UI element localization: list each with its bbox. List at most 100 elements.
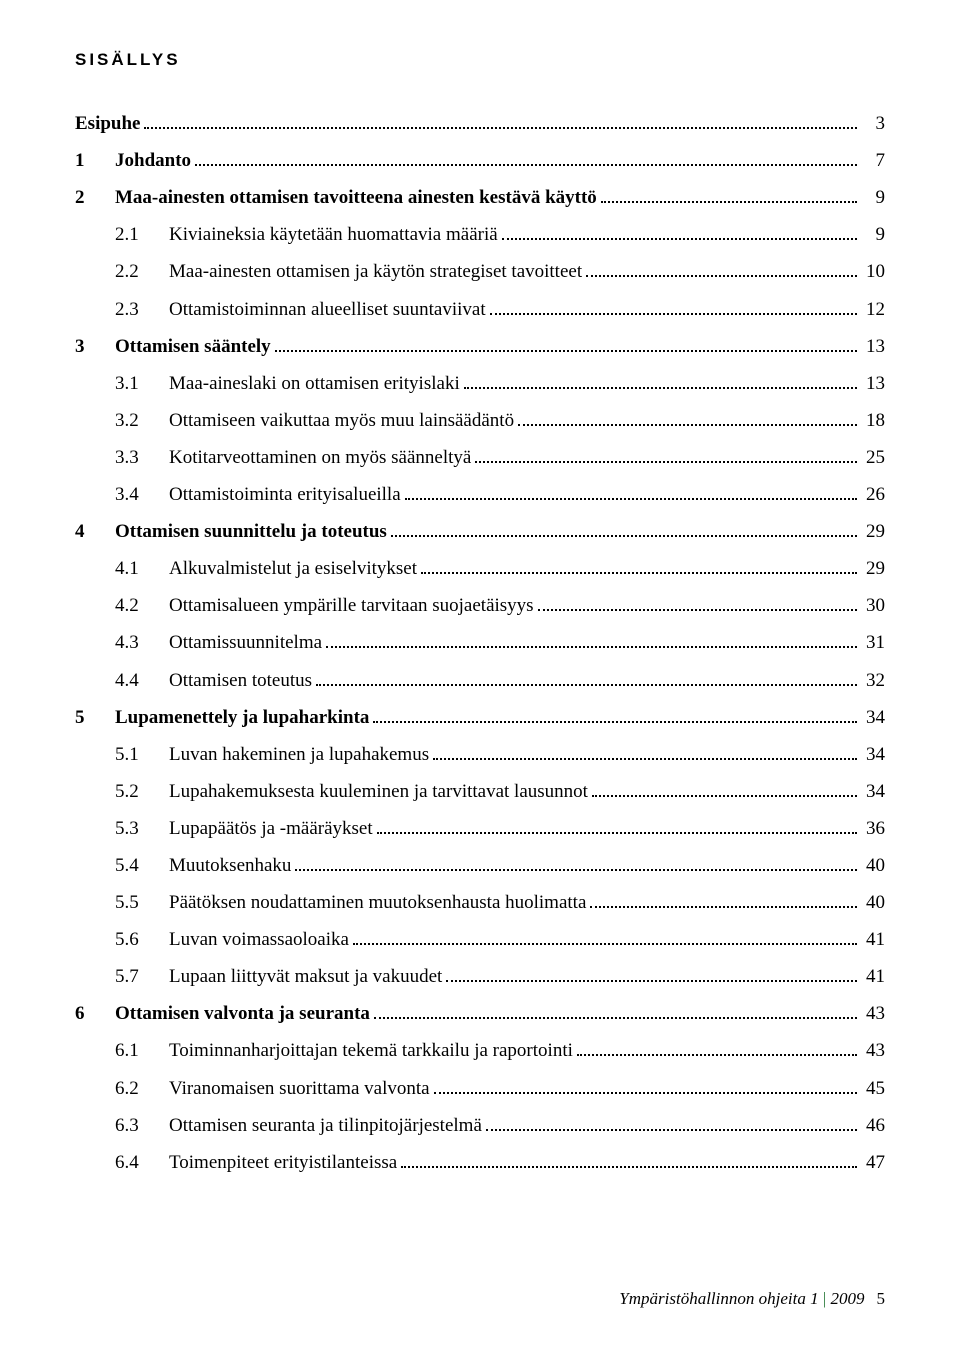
toc-page: 18 [861, 411, 885, 430]
toc-label: Luvan hakeminen ja lupahakemus [169, 745, 429, 764]
toc-leader-dots [601, 186, 857, 203]
toc-leader-dots [586, 260, 857, 277]
toc-entry-level2: 5.2Lupahakemuksesta kuuleminen ja tarvit… [75, 780, 885, 801]
toc-label: Maa-aineslaki on ottamisen erityislaki [169, 374, 460, 393]
toc-entry-level2: 2.2Maa-ainesten ottamisen ja käytön stra… [75, 260, 885, 281]
toc-page: 30 [861, 596, 885, 615]
toc-number: 4.4 [115, 671, 169, 690]
toc-number: 5.3 [115, 819, 169, 838]
toc-page: 7 [861, 151, 885, 170]
toc-number: 5.2 [115, 782, 169, 801]
toc-leader-dots [377, 817, 857, 834]
toc-label: Ottamiseen vaikuttaa myös muu lainsäädän… [169, 411, 514, 430]
toc-number: 6.1 [115, 1041, 169, 1060]
toc-leader-dots [464, 372, 857, 389]
toc-leader-dots [577, 1039, 857, 1056]
toc-leader-dots [490, 297, 857, 314]
toc-page: 46 [861, 1116, 885, 1135]
toc-label: Ottamisen suunnittelu ja toteutus [115, 522, 387, 541]
toc-page: 26 [861, 485, 885, 504]
toc-label: Päätöksen noudattaminen muutoksenhausta … [169, 893, 586, 912]
toc-number: 6 [75, 1004, 115, 1023]
toc-label: Ottamisalueen ympärille tarvitaan suojae… [169, 596, 534, 615]
toc-leader-dots [486, 1114, 857, 1131]
toc-leader-dots [538, 594, 857, 611]
toc-entry-level2: 6.2Viranomaisen suorittama valvonta 45 [75, 1076, 885, 1097]
toc-label: Kiviaineksia käytetään huomattavia määri… [169, 225, 498, 244]
toc-list: Esipuhe31Johdanto72Maa-ainesten ottamise… [75, 112, 885, 1172]
toc-entry-level2: 4.2Ottamisalueen ympärille tarvitaan suo… [75, 594, 885, 615]
toc-leader-dots [590, 891, 857, 908]
toc-leader-dots [295, 854, 857, 871]
toc-page: 45 [861, 1079, 885, 1098]
toc-number: 3.1 [115, 374, 169, 393]
toc-entry-level2: 6.4Toimenpiteet erityistilanteissa47 [75, 1151, 885, 1172]
toc-entry-level2: 6.3Ottamisen seuranta ja tilinpitojärjes… [75, 1114, 885, 1135]
toc-number: 4.1 [115, 559, 169, 578]
toc-number: 2.3 [115, 300, 169, 319]
toc-label: Ottamisen sääntely [115, 337, 271, 356]
toc-number: 5.5 [115, 893, 169, 912]
toc-label: Viranomaisen suorittama valvonta [169, 1079, 430, 1098]
toc-entry-level2: 5.4Muutoksenhaku40 [75, 854, 885, 875]
toc-number: 2.2 [115, 262, 169, 281]
toc-entry-level2: 4.3Ottamissuunnitelma31 [75, 631, 885, 652]
toc-number: 4.3 [115, 633, 169, 652]
toc-leader-dots [475, 446, 857, 463]
toc-number: 1 [75, 151, 115, 170]
toc-number: 4 [75, 522, 115, 541]
toc-number: 3 [75, 337, 115, 356]
footer-year: 2009 [831, 1289, 865, 1308]
toc-number: 6.2 [115, 1079, 169, 1098]
toc-entry-level1: 4Ottamisen suunnittelu ja toteutus 29 [75, 520, 885, 541]
toc-label: Ottamissuunnitelma [169, 633, 322, 652]
toc-number: 5.6 [115, 930, 169, 949]
toc-entry-level2: 2.3Ottamistoiminnan alueelliset suuntavi… [75, 297, 885, 318]
toc-page: 34 [861, 708, 885, 727]
toc-number: 3.2 [115, 411, 169, 430]
toc-entry-level2: 3.2Ottamiseen vaikuttaa myös muu lainsää… [75, 409, 885, 430]
toc-leader-dots [144, 112, 857, 129]
toc-page: 29 [861, 522, 885, 541]
toc-page: 43 [861, 1041, 885, 1060]
toc-label: Esipuhe [75, 114, 140, 133]
toc-number: 5.1 [115, 745, 169, 764]
toc-leader-dots [373, 706, 857, 723]
toc-page: 25 [861, 448, 885, 467]
toc-label: Maa-ainesten ottamisen ja käytön strateg… [169, 262, 582, 281]
toc-leader-dots [502, 223, 857, 240]
toc-page: 40 [861, 856, 885, 875]
toc-heading: SISÄLLYS [75, 50, 885, 70]
toc-leader-dots [421, 557, 857, 574]
toc-label: Lupamenettely ja lupaharkinta [115, 708, 369, 727]
toc-label: Ottamistoiminta erityisalueilla [169, 485, 401, 504]
toc-page: 47 [861, 1153, 885, 1172]
toc-leader-dots [275, 335, 857, 352]
toc-label: Ottamistoiminnan alueelliset suuntaviiva… [169, 300, 486, 319]
toc-page: 36 [861, 819, 885, 838]
toc-number: 3.4 [115, 485, 169, 504]
toc-label: Kotitarveottaminen on myös säänneltyä [169, 448, 471, 467]
toc-entry-level1: 3Ottamisen sääntely13 [75, 335, 885, 356]
toc-number: 4.2 [115, 596, 169, 615]
toc-leader-dots [326, 631, 857, 648]
toc-page: 40 [861, 893, 885, 912]
toc-leader-dots [391, 520, 857, 537]
toc-page: 41 [861, 930, 885, 949]
toc-label: Lupahakemuksesta kuuleminen ja tarvittav… [169, 782, 588, 801]
toc-entry-level1: 6Ottamisen valvonta ja seuranta43 [75, 1002, 885, 1023]
toc-entry-level2: 5.3Lupapäätös ja -määräykset36 [75, 817, 885, 838]
toc-entry-level2: 5.5Päätöksen noudattaminen muutoksenhaus… [75, 891, 885, 912]
toc-page: 34 [861, 745, 885, 764]
toc-page: 10 [861, 262, 885, 281]
toc-entry-level1: 2Maa-ainesten ottamisen tavoitteena aine… [75, 186, 885, 207]
toc-page: 29 [861, 559, 885, 578]
toc-number: 6.4 [115, 1153, 169, 1172]
toc-label: Toiminnanharjoittajan tekemä tarkkailu j… [169, 1041, 573, 1060]
toc-entry-level2: 3.3Kotitarveottaminen on myös säänneltyä… [75, 446, 885, 467]
footer-page-number: 5 [877, 1289, 886, 1309]
toc-page: 9 [861, 225, 885, 244]
toc-leader-dots [434, 1076, 857, 1093]
toc-number: 3.3 [115, 448, 169, 467]
toc-entry-level1: 5Lupamenettely ja lupaharkinta34 [75, 706, 885, 727]
